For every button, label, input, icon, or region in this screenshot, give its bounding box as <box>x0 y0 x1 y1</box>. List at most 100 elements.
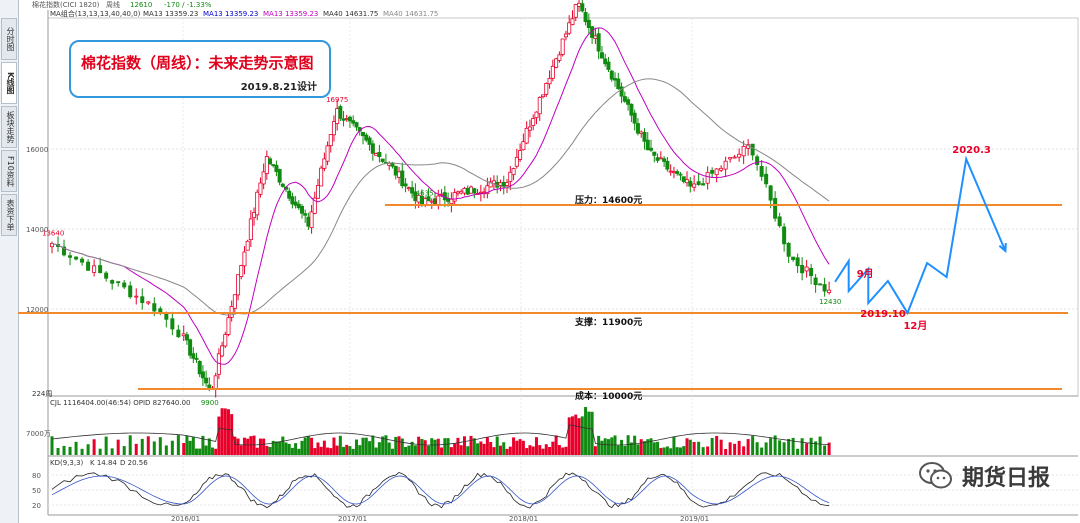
volume-bar <box>760 447 764 455</box>
volume-bar <box>800 438 804 455</box>
candle-body <box>213 375 218 390</box>
candle-body <box>268 158 273 165</box>
volume-bar <box>68 446 72 455</box>
kd-d-line <box>51 475 830 505</box>
volume-bar <box>551 441 555 455</box>
price-extreme-label: 9900 <box>201 399 219 407</box>
candle-body <box>287 190 292 199</box>
candle-body <box>544 83 549 95</box>
candle-body <box>537 97 542 115</box>
volume-bar <box>377 442 381 455</box>
candle-body <box>573 4 578 18</box>
volume-bar <box>226 409 230 455</box>
candle-body <box>714 168 719 176</box>
candle-body <box>696 181 701 186</box>
side-tab-2[interactable]: 板块走势 <box>1 106 17 148</box>
candle-body <box>80 258 85 263</box>
candle-body <box>514 156 519 167</box>
candle-body <box>586 19 591 29</box>
candle-body <box>665 160 670 170</box>
volume-bar <box>217 416 221 455</box>
candle-body <box>252 212 257 219</box>
volume-bar <box>459 445 463 455</box>
header-price: 12610 <box>130 1 152 9</box>
candle-body <box>773 197 778 219</box>
volume-bar <box>278 441 282 455</box>
volume-bar <box>374 447 378 455</box>
candle-body <box>449 198 454 205</box>
candle-body <box>521 141 526 151</box>
volume-bar <box>823 445 827 455</box>
candle-body <box>668 170 673 173</box>
candle-body <box>741 145 746 157</box>
volume-bar <box>188 440 192 455</box>
level-label: 成本：10000元 <box>575 390 642 402</box>
projection-label: 2019.10 <box>860 309 906 320</box>
volume-bar <box>239 445 243 455</box>
candle-body <box>274 164 279 172</box>
chart-title-box: 棉花指数（周线）：未来走势示意图 2019.8.21设计 <box>69 40 331 98</box>
volume-bar <box>564 446 568 455</box>
candle-body <box>236 274 241 296</box>
volume-bar <box>476 443 480 455</box>
volume-bar <box>338 435 342 455</box>
volume-bar <box>342 446 346 455</box>
volume-bar <box>665 446 669 455</box>
candle-body <box>74 256 79 260</box>
volume-bar <box>662 447 666 455</box>
candle-body <box>335 108 340 124</box>
candle-body <box>478 191 483 194</box>
volume-bar <box>701 447 705 455</box>
side-tab-4[interactable]: 表资下单 <box>1 194 17 236</box>
volume-bar <box>818 436 822 455</box>
volume-bar <box>659 447 663 455</box>
candle-body <box>296 203 301 209</box>
price-extreme-label: 12430 <box>819 298 841 306</box>
volume-bar <box>410 441 414 455</box>
volume-bar <box>633 435 637 455</box>
side-tab-0[interactable]: 分时图 <box>1 18 17 60</box>
candle-body <box>596 33 601 52</box>
volume-bar <box>620 439 624 455</box>
candle-body <box>768 185 773 201</box>
candle-body <box>750 143 755 156</box>
volume-bar <box>430 438 434 455</box>
y-tick-label: 14000 <box>26 226 48 234</box>
candle-body <box>188 339 193 356</box>
candle-body <box>688 180 693 187</box>
volume-bar <box>603 438 607 455</box>
volume-bar <box>561 447 565 455</box>
candle-body <box>822 284 827 292</box>
volume-bar <box>152 441 156 455</box>
volume-bar <box>268 446 272 455</box>
volume-bar <box>128 435 132 455</box>
volume-bar <box>185 435 189 455</box>
candle-body <box>271 164 276 167</box>
volume-bar <box>313 448 317 455</box>
volume-bar <box>737 440 741 455</box>
candle-body <box>534 111 539 119</box>
candle-body <box>328 134 333 147</box>
volume-bar <box>326 447 330 455</box>
volume-bar <box>769 438 773 455</box>
candle-body <box>245 240 250 251</box>
volume-bar <box>652 442 656 455</box>
candle-body <box>524 127 529 144</box>
volume-bar <box>390 448 394 455</box>
candle-body <box>446 198 451 202</box>
candle-body <box>207 384 212 389</box>
candle-body <box>632 112 637 124</box>
volume-legend: CJL 1116404.00(46:54) OPID 827640.00 <box>50 399 191 407</box>
volume-bar <box>191 437 195 455</box>
side-tab-3[interactable]: F10资料 <box>1 150 17 192</box>
side-tab-1[interactable]: K线图 <box>1 62 17 104</box>
candle-body <box>508 171 513 182</box>
candle-body <box>299 205 304 214</box>
candle-body <box>804 266 809 272</box>
candle-body <box>184 334 189 341</box>
candle-body <box>531 118 536 126</box>
candle-body <box>223 334 228 347</box>
volume-bar <box>387 442 391 455</box>
volume-bar <box>805 443 809 455</box>
volume-bar <box>322 440 326 455</box>
